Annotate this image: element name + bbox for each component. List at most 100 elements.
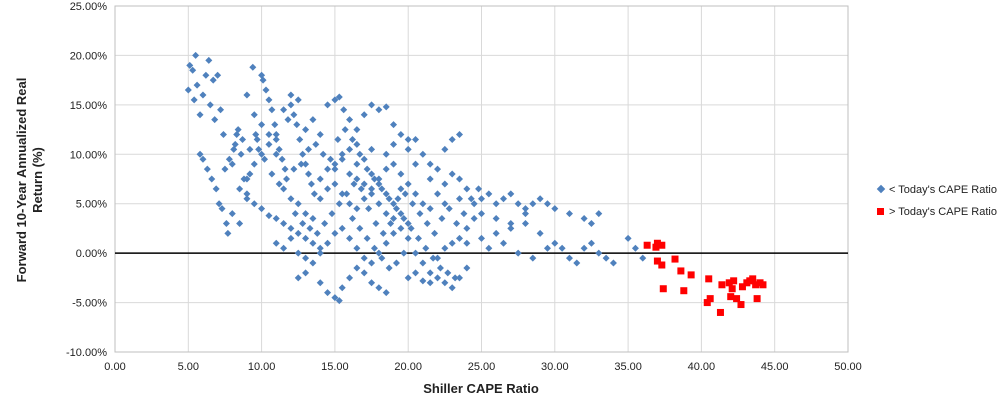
data-point-below-today <box>212 185 220 193</box>
data-point-below-today <box>294 274 302 282</box>
data-point-below-today <box>296 135 304 143</box>
data-point-below-today <box>321 219 329 227</box>
data-point-below-today <box>456 274 464 282</box>
y-axis-tick-labels: -10.00% -5.00% 0.00% 5.00% 10.00% 15.00% 20.00… <box>66 1 107 359</box>
data-point-above-today <box>725 279 733 287</box>
data-point-below-today <box>580 244 588 252</box>
data-point-below-today <box>338 190 346 198</box>
data-point-above-today <box>671 255 679 263</box>
data-point-below-today <box>316 175 324 183</box>
data-point-below-today <box>407 224 415 232</box>
data-point-below-today <box>521 219 529 227</box>
data-point-below-today <box>219 131 227 139</box>
data-point-below-today <box>390 200 398 208</box>
data-point-below-today <box>536 229 544 237</box>
data-point-below-today <box>475 185 483 193</box>
data-point-below-today <box>265 140 273 148</box>
data-point-below-today <box>360 111 368 119</box>
y-tick-label: 10.00% <box>70 149 108 161</box>
data-point-below-today <box>382 103 390 111</box>
data-point-below-today <box>521 210 529 218</box>
legend: < Today's CAPE Ratio > Today's CAPE Rati… <box>876 184 997 218</box>
data-point-below-today <box>302 126 310 134</box>
data-point-above-today <box>738 283 746 291</box>
data-point-below-today <box>208 175 216 183</box>
data-point-below-today <box>350 180 358 188</box>
data-point-below-today <box>392 205 400 213</box>
data-point-below-today <box>419 259 427 267</box>
data-point-above-today <box>752 281 760 289</box>
data-point-below-today <box>390 160 398 168</box>
data-point-below-today <box>363 165 371 173</box>
data-point-above-today <box>718 281 726 289</box>
data-point-below-today <box>209 76 217 84</box>
data-point-below-today <box>217 106 225 114</box>
data-point-below-today <box>307 180 315 188</box>
data-point-above-today <box>733 295 741 303</box>
data-point-below-today <box>639 254 647 262</box>
data-point-below-today <box>294 96 302 104</box>
data-point-below-today <box>272 150 280 158</box>
data-point-below-today <box>184 86 192 94</box>
data-point-below-today <box>272 239 280 247</box>
data-point-above-today <box>706 295 714 303</box>
y-tick-label: -5.00% <box>72 298 107 310</box>
data-point-below-today <box>609 259 617 267</box>
data-point-below-today <box>397 170 405 178</box>
data-point-below-today <box>280 106 288 114</box>
data-point-below-today <box>225 155 233 163</box>
data-point-below-today <box>370 175 378 183</box>
data-point-below-today <box>324 289 332 297</box>
data-point-below-today <box>243 175 251 183</box>
data-point-below-today <box>397 131 405 139</box>
data-point-below-today <box>378 254 386 262</box>
data-point-below-today <box>258 205 266 213</box>
data-point-below-today <box>456 234 464 242</box>
data-point-below-today <box>412 135 420 143</box>
x-tick-label: 20.00 <box>394 361 422 373</box>
data-point-below-today <box>331 96 339 104</box>
data-point-below-today <box>190 96 198 104</box>
data-point-below-today <box>287 91 295 99</box>
data-point-below-today <box>259 76 267 84</box>
data-point-below-today <box>287 234 295 242</box>
data-point-below-today <box>434 190 442 198</box>
x-tick-label: 10.00 <box>248 361 276 373</box>
data-point-below-today <box>485 244 493 252</box>
data-point-below-today <box>463 185 471 193</box>
legend-square-marker <box>877 208 884 215</box>
data-point-below-today <box>340 106 348 114</box>
data-point-above-today <box>643 241 651 249</box>
data-point-below-today <box>262 86 270 94</box>
data-point-below-today <box>558 244 566 252</box>
data-point-below-today <box>205 56 213 64</box>
data-point-below-today <box>363 234 371 242</box>
data-point-above-today <box>687 271 695 279</box>
data-point-below-today <box>218 205 226 213</box>
data-point-below-today <box>316 244 324 252</box>
y-axis-title-line-2: Return (%) <box>30 147 45 213</box>
data-point-below-today <box>412 190 420 198</box>
data-point-above-today <box>677 267 685 275</box>
data-point-below-today <box>419 277 427 285</box>
data-point-below-today <box>196 111 204 119</box>
data-point-below-today <box>441 279 449 287</box>
data-point-below-today <box>327 155 335 163</box>
data-point-below-today <box>404 234 412 242</box>
data-point-below-today <box>456 195 464 203</box>
data-point-above-today <box>716 308 724 316</box>
data-point-above-today <box>727 293 735 301</box>
data-point-below-today <box>297 160 305 168</box>
data-point-below-today <box>426 175 434 183</box>
data-point-below-today <box>412 269 420 277</box>
data-point-below-today <box>378 185 386 193</box>
data-point-above-today <box>759 281 767 289</box>
data-point-below-today <box>309 239 317 247</box>
data-point-below-today <box>400 215 408 223</box>
data-point-below-today <box>284 116 292 124</box>
data-point-below-today <box>335 93 343 101</box>
data-point-below-today <box>375 180 383 188</box>
data-point-below-today <box>485 190 493 198</box>
data-point-below-today <box>268 106 276 114</box>
data-point-below-today <box>331 165 339 173</box>
